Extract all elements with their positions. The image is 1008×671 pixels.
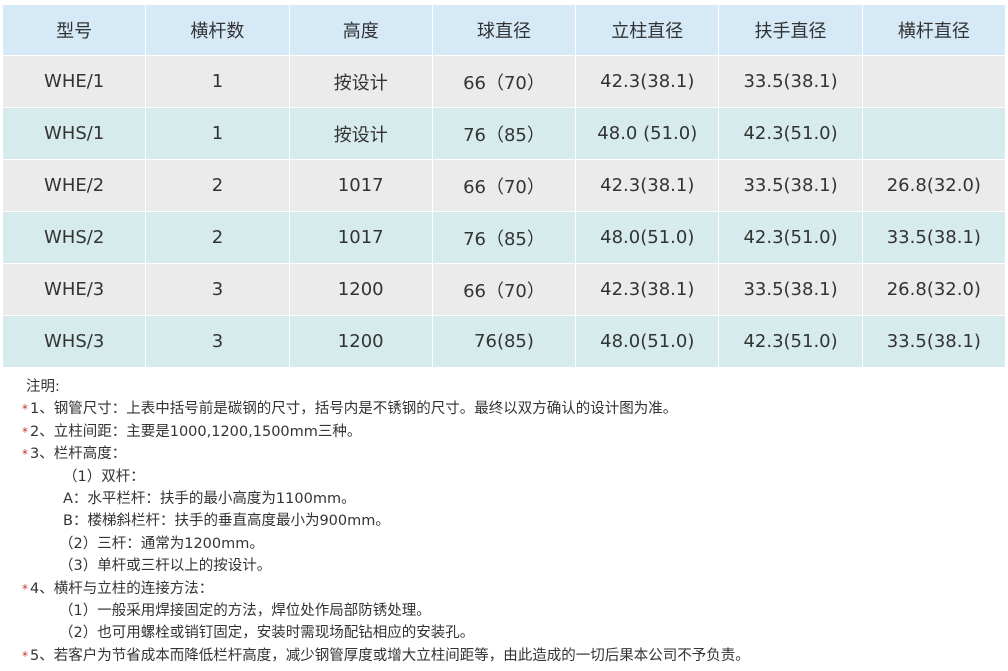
- table-cell: WHE/2: [1, 159, 147, 212]
- note-text: B：楼梯斜栏杆：扶手的垂直高度最小为900mm。: [63, 513, 390, 530]
- table-cell: 3: [145, 263, 290, 316]
- table-cell: 42.3(38.1): [575, 263, 720, 316]
- table-cell: 2: [145, 211, 290, 264]
- table-cell: 33.5(38.1): [861, 315, 1007, 368]
- table-row: WHE/2 2 1017 66（70） 42.3(38.1) 33.5(38.1) 26.8…: [1, 159, 1007, 212]
- note-line: * 1、钢管尺寸：上表中括号前是碳钢的尺寸，括号内是不锈钢的尺寸。最终以双方确认的…: [22, 398, 750, 420]
- table-cell: 42.3(38.1): [575, 159, 720, 212]
- star-bullet-icon: *: [22, 581, 28, 596]
- note-text: （1）双杆：: [63, 468, 145, 485]
- note-text: 2、立柱间距：主要是1000,1200,1500mm三种。: [30, 423, 362, 440]
- note-line: （2）三杆：通常为1200mm。: [26, 533, 750, 555]
- note-line: （1）双杆：: [26, 466, 750, 488]
- note-line: * 3、栏杆高度：: [22, 443, 750, 465]
- note-text: （2）也可用螺栓或销钉固定，安装时需现场配钻相应的安装孔。: [59, 625, 475, 642]
- table-cell: [861, 107, 1007, 160]
- note-text: 5、若客户为节省成本而降低栏杆高度，减少钢管厚度或增大立柱间距等，由此造成的一切…: [30, 647, 750, 664]
- note-line: B：楼梯斜栏杆：扶手的垂直高度最小为900mm。: [26, 510, 750, 532]
- table-cell: 1: [145, 55, 290, 108]
- note-line: （3）单杆或三杆以上的按设计。: [26, 555, 750, 577]
- column-header: 立柱直径: [575, 4, 720, 56]
- note-line: （2）也可用螺栓或销钉固定，安装时需现场配钻相应的安装孔。: [26, 622, 750, 644]
- table-cell: 42.3(51.0): [718, 107, 863, 160]
- table-row: WHS/3 3 1200 76(85) 48.0(51.0) 42.3(51.0) 33.5…: [1, 315, 1007, 368]
- column-header: 球直径: [431, 4, 577, 56]
- table-cell: 1017: [288, 211, 433, 264]
- star-bullet-icon: *: [22, 648, 28, 663]
- table-cell: 33.5(38.1): [718, 55, 863, 108]
- column-header: 高度: [288, 4, 433, 56]
- note-line: A：水平栏杆：扶手的最小高度为1100mm。: [26, 488, 750, 510]
- table-cell: 2: [145, 159, 290, 212]
- star-bullet-icon: *: [22, 447, 28, 462]
- note-text: （2）三杆：通常为1200mm。: [59, 535, 264, 552]
- column-header: 横杆数: [145, 4, 290, 56]
- table-cell: 76（85）: [431, 107, 577, 160]
- table-cell: 48.0(51.0): [575, 211, 720, 264]
- table-cell: 66（70）: [431, 263, 577, 316]
- spec-table: 型号 横杆数 高度 球直径 立柱直径 扶手直径 横杆直径 WHE/1 1 按设计 66（70） 42…: [1, 4, 1007, 368]
- note-line: * 5、若客户为节省成本而降低栏杆高度，减少钢管厚度或增大立柱间距等，由此造成的一…: [22, 645, 750, 667]
- table-cell: 1200: [288, 315, 433, 368]
- note-text: 3、栏杆高度：: [30, 446, 127, 463]
- table-row: WHS/2 2 1017 76（85） 48.0(51.0) 42.3(51.0) 33.5…: [1, 211, 1007, 264]
- table-cell: 1: [145, 107, 290, 160]
- table-cell: 33.5(38.1): [718, 159, 863, 212]
- table-row: WHE/3 3 1200 66（70） 42.3(38.1) 33.5(38.1) 26.8…: [1, 263, 1007, 316]
- notes: 注明: * 1、钢管尺寸：上表中括号前是碳钢的尺寸，括号内是不锈钢的尺寸。最终以双…: [22, 376, 750, 667]
- table-row: WHS/1 1 按设计 76（85） 48.0 (51.0) 42.3(51.0): [1, 107, 1007, 160]
- table-cell: [861, 55, 1007, 108]
- table-cell: 1200: [288, 263, 433, 316]
- table-cell: WHS/1: [1, 107, 147, 160]
- table-cell: WHE/3: [1, 263, 147, 316]
- notes-title: 注明:: [26, 379, 60, 395]
- column-header: 扶手直径: [718, 4, 863, 56]
- note-line: （1）一般采用焊接固定的方法，焊位处作局部防锈处理。: [26, 600, 750, 622]
- table-row: WHE/1 1 按设计 66（70） 42.3(38.1) 33.5(38.1): [1, 55, 1007, 108]
- note-text: 1、钢管尺寸：上表中括号前是碳钢的尺寸，括号内是不锈钢的尺寸。最终以双方确认的设…: [30, 401, 678, 418]
- table-cell: WHS/2: [1, 211, 147, 264]
- table-cell: 按设计: [288, 107, 433, 160]
- table-cell: 1017: [288, 159, 433, 212]
- table-cell: 33.5(38.1): [861, 211, 1007, 264]
- note-text: （3）单杆或三杆以上的按设计。: [59, 558, 272, 575]
- star-bullet-icon: *: [22, 424, 28, 439]
- star-bullet-icon: *: [22, 402, 28, 417]
- note-text: （1）一般采用焊接固定的方法，焊位处作局部防锈处理。: [59, 603, 431, 620]
- table-header-row: 型号 横杆数 高度 球直径 立柱直径 扶手直径 横杆直径: [1, 4, 1007, 56]
- table-cell: 3: [145, 315, 290, 368]
- column-header: 型号: [1, 4, 147, 56]
- table-cell: 66（70）: [431, 55, 577, 108]
- table-cell: 按设计: [288, 55, 433, 108]
- table-cell: 76(85): [431, 315, 577, 368]
- note-text: 4、横杆与立柱的连接方法：: [30, 580, 214, 597]
- note-line: * 2、立柱间距：主要是1000,1200,1500mm三种。: [22, 421, 750, 443]
- note-text: A：水平栏杆：扶手的最小高度为1100mm。: [63, 491, 356, 508]
- table-cell: 76（85）: [431, 211, 577, 264]
- table-cell: WHE/1: [1, 55, 147, 108]
- note-line: * 4、横杆与立柱的连接方法：: [22, 578, 750, 600]
- table-cell: 26.8(32.0): [861, 159, 1007, 212]
- table-cell: 48.0(51.0): [575, 315, 720, 368]
- table-cell: 26.8(32.0): [861, 263, 1007, 316]
- table-cell: 33.5(38.1): [718, 263, 863, 316]
- table-cell: 42.3(38.1): [575, 55, 720, 108]
- table-cell: 42.3(51.0): [718, 315, 863, 368]
- table-cell: 42.3(51.0): [718, 211, 863, 264]
- column-header: 横杆直径: [861, 4, 1007, 56]
- table-cell: 48.0 (51.0): [575, 107, 720, 160]
- table-cell: 66（70）: [431, 159, 577, 212]
- table-cell: WHS/3: [1, 315, 147, 368]
